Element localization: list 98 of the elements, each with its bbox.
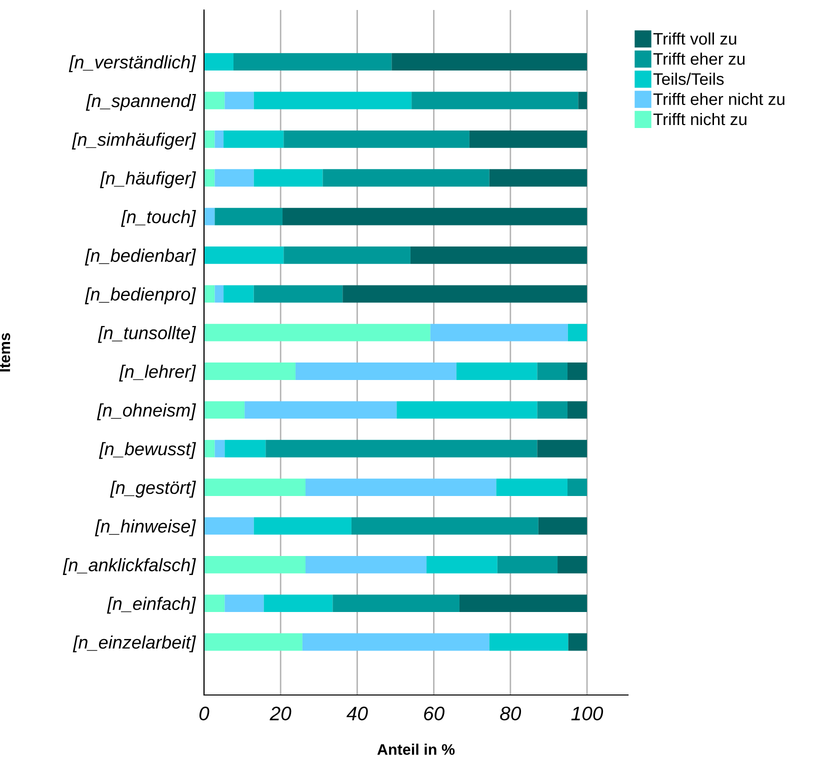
bar bbox=[568, 324, 588, 342]
bar bbox=[497, 556, 558, 574]
bar bbox=[489, 633, 568, 651]
bar bbox=[302, 633, 490, 651]
bar bbox=[233, 53, 392, 71]
bar bbox=[244, 401, 397, 419]
bar bbox=[558, 556, 588, 574]
bar bbox=[214, 208, 283, 226]
bar bbox=[204, 478, 306, 496]
bar bbox=[204, 208, 215, 226]
x-tick-label: 20 bbox=[270, 706, 292, 720]
bar bbox=[204, 362, 296, 380]
bar bbox=[567, 401, 588, 419]
x-tick-label: 100 bbox=[571, 706, 604, 720]
legend-label: Teils/Teils bbox=[653, 72, 724, 85]
bar bbox=[410, 246, 588, 264]
bar bbox=[567, 362, 588, 380]
bar bbox=[204, 633, 302, 651]
bar bbox=[204, 285, 215, 303]
bar bbox=[214, 285, 224, 303]
legend-label: Trifft voll zu bbox=[653, 32, 736, 45]
bar bbox=[537, 401, 568, 419]
y-tick-label: [n_simhäufiger] bbox=[72, 132, 196, 150]
y-tick-label: [n_gestört] bbox=[110, 480, 196, 498]
y-tick-label: [n_einzelarbeit] bbox=[72, 635, 196, 652]
bar bbox=[578, 92, 588, 110]
y-tick-label: [n_verständlich] bbox=[68, 55, 196, 72]
bar bbox=[296, 362, 456, 380]
y-tick-label: [n_tunsollte] bbox=[98, 326, 196, 343]
x-tick-label: 80 bbox=[500, 706, 522, 720]
legend-label: Trifft nicht zu bbox=[653, 112, 746, 126]
x-tick-label: 40 bbox=[346, 706, 368, 720]
bar bbox=[204, 440, 215, 458]
bar bbox=[351, 517, 538, 535]
bar bbox=[204, 169, 215, 187]
bar bbox=[204, 324, 430, 342]
y-tick-label: [n_lehrer] bbox=[119, 364, 196, 382]
bar bbox=[322, 169, 490, 187]
bar bbox=[496, 478, 568, 496]
y-tick-label: [n_ohneism] bbox=[96, 403, 196, 420]
bar bbox=[537, 362, 568, 380]
y-tick-label: [n_häufiger] bbox=[100, 171, 196, 188]
bar bbox=[204, 53, 234, 71]
bar bbox=[489, 169, 588, 187]
x-tick-label: 0 bbox=[199, 706, 210, 720]
bar bbox=[254, 285, 343, 303]
y-axis-title: Items bbox=[0, 333, 10, 372]
bar bbox=[214, 440, 225, 458]
bar bbox=[204, 556, 306, 574]
bar bbox=[332, 594, 460, 612]
bar bbox=[204, 594, 225, 612]
bar bbox=[224, 440, 266, 458]
bar bbox=[430, 324, 568, 342]
bar bbox=[266, 440, 538, 458]
bar bbox=[204, 246, 284, 264]
bar bbox=[204, 517, 254, 535]
bar bbox=[224, 285, 254, 303]
bar bbox=[282, 208, 588, 226]
bar bbox=[284, 246, 410, 264]
bar bbox=[264, 594, 333, 612]
bar bbox=[459, 594, 588, 612]
bar bbox=[204, 130, 215, 148]
bar bbox=[469, 130, 588, 148]
bar bbox=[537, 440, 588, 458]
bar bbox=[204, 401, 245, 419]
bar bbox=[567, 478, 588, 496]
bar bbox=[214, 169, 254, 187]
bar bbox=[224, 594, 264, 612]
bar bbox=[342, 285, 588, 303]
bar bbox=[254, 517, 352, 535]
y-tick-label: [n_bedienbar] bbox=[84, 248, 196, 266]
bar bbox=[568, 633, 588, 651]
bar bbox=[254, 92, 412, 110]
legend-label: Trifft eher nicht zu bbox=[653, 92, 784, 106]
y-tick-label: [n_spannend] bbox=[86, 94, 196, 111]
bar bbox=[214, 130, 224, 148]
y-tick-label: [n_einfach] bbox=[106, 596, 196, 614]
bar bbox=[392, 53, 588, 71]
x-tick-label: 60 bbox=[424, 706, 444, 720]
x-axis-title: Anteil in % bbox=[377, 744, 455, 755]
bar bbox=[254, 169, 323, 187]
bar bbox=[412, 92, 578, 110]
bar bbox=[306, 556, 427, 574]
bar bbox=[284, 130, 470, 148]
bar bbox=[224, 92, 254, 110]
y-tick-label: [n_hinweise] bbox=[94, 519, 196, 536]
y-tick-label: [n_bewusst] bbox=[98, 442, 196, 459]
bar bbox=[204, 92, 225, 110]
bar bbox=[396, 401, 538, 419]
bar bbox=[306, 478, 496, 496]
y-tick-label: [n_anklickfalsch] bbox=[62, 558, 196, 575]
bar bbox=[224, 130, 284, 148]
y-tick-label: [n_touch] bbox=[121, 210, 196, 227]
legend-label: Trifft eher zu bbox=[653, 52, 745, 65]
bar bbox=[456, 362, 538, 380]
y-tick-label: [n_bedienpro] bbox=[84, 287, 196, 304]
bar bbox=[538, 517, 588, 535]
bar bbox=[426, 556, 498, 574]
